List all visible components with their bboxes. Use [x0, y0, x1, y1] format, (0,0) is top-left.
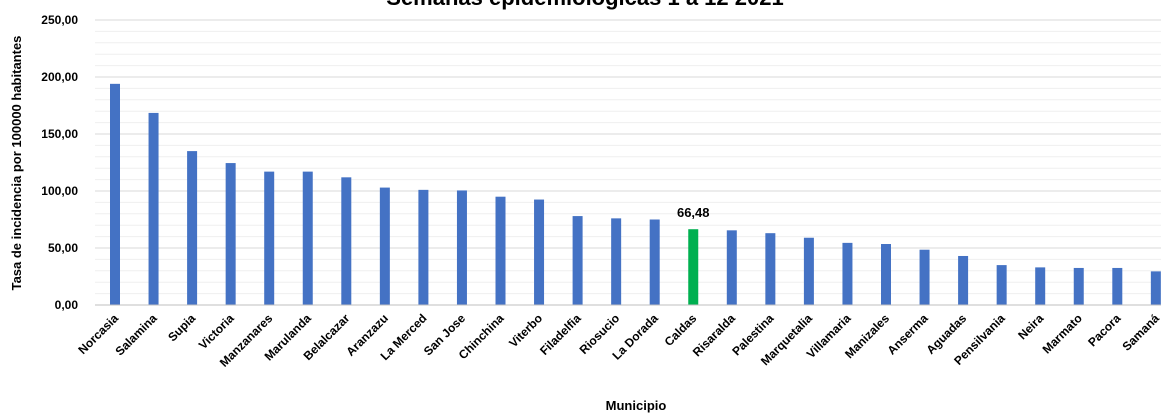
bar-aguadas — [958, 255, 969, 305]
bar-la-dorada — [649, 219, 660, 305]
gridlines — [95, 19, 1161, 306]
y-axis-ticks: 0,00 50,00 100,00 150,00 200,00 250,00 — [41, 13, 78, 312]
x-axis-title: Municipio — [606, 398, 667, 413]
x-tick-label: Risaralda — [690, 311, 738, 359]
bar-manzanares — [264, 171, 275, 305]
bar-marulanda — [302, 171, 313, 305]
bar-victoria — [225, 163, 236, 305]
bar-salamina — [148, 112, 159, 305]
y-tick-label: 250,00 — [41, 13, 78, 27]
x-tick-label: Samaná — [1120, 311, 1161, 354]
x-tick-label: Supia — [165, 311, 198, 344]
bar-villamaria — [842, 242, 853, 305]
bar-norcasia — [110, 83, 120, 305]
x-tick-label: Salamina — [113, 311, 160, 358]
x-tick-label: Anserma — [884, 311, 930, 357]
x-tick-label: Marmato — [1040, 311, 1085, 356]
x-tick-label: Pacora — [1085, 311, 1123, 349]
bar-samaná — [1150, 271, 1161, 305]
data-labels: 66,48 — [677, 205, 710, 220]
chart-title: Semanas epidemiológicas 1 a 12 2021 — [386, 0, 783, 10]
bar-filadelfia — [572, 216, 583, 305]
bar-pacora — [1112, 267, 1123, 305]
bars — [110, 83, 1161, 305]
bar-manizales — [881, 244, 891, 305]
bar-anserma — [919, 249, 930, 305]
bar-aranzazu — [379, 187, 390, 305]
bar-supia — [187, 151, 198, 305]
y-tick-label: 0,00 — [55, 298, 79, 312]
bar-risaralda — [726, 230, 737, 305]
bar-belalcazar — [341, 177, 352, 305]
bar-marmato — [1073, 267, 1084, 305]
x-tick-label: Filadelfia — [537, 311, 584, 358]
x-tick-label: Caldas — [662, 311, 700, 349]
y-axis-title: Tasa de incidencia por 100000 habitantes — [9, 36, 24, 291]
y-tick-label: 100,00 — [41, 184, 78, 198]
data-label: 66,48 — [677, 205, 710, 220]
bar-palestina — [765, 233, 776, 305]
bar-chinchina — [495, 196, 506, 305]
bar-pensilvania — [996, 265, 1007, 305]
x-tick-label: Neira — [1015, 311, 1046, 342]
bar-riosucio — [611, 218, 622, 305]
y-tick-label: 200,00 — [41, 70, 78, 84]
bar-san-jose — [456, 190, 467, 305]
bar-marquetalia — [803, 237, 814, 305]
bar-neira — [1035, 267, 1046, 305]
bar-caldas — [688, 229, 699, 305]
y-tick-label: 150,00 — [41, 127, 78, 141]
bar-la-merced — [418, 189, 429, 305]
y-tick-label: 50,00 — [48, 241, 78, 255]
bar-viterbo — [534, 199, 545, 305]
